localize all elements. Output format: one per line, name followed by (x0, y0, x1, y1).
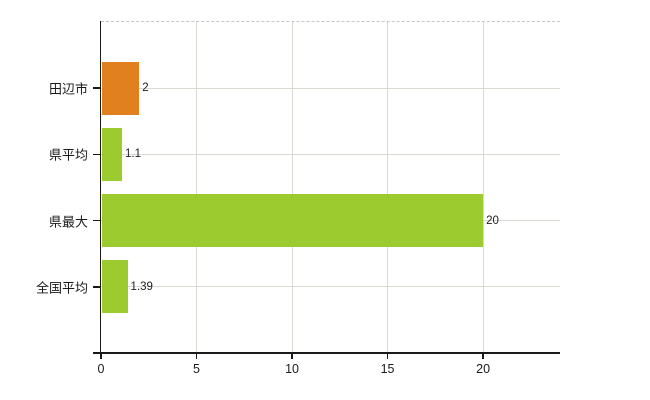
y-gridline (101, 286, 560, 288)
bar-value-label: 2 (142, 82, 149, 95)
category-tick (92, 286, 101, 288)
y-axis-line (99, 21, 101, 359)
x-tick-label: 0 (97, 362, 105, 376)
x-tick (482, 353, 484, 359)
x-tick (100, 353, 102, 359)
x-tick-label: 5 (193, 362, 200, 376)
x-tick-label: 15 (380, 362, 395, 376)
x-axis-line (92, 352, 560, 354)
category-tick (92, 87, 101, 89)
x-gridline (387, 22, 389, 353)
x-tick-label: 10 (285, 362, 299, 376)
bar-全国平均 (102, 260, 128, 314)
bar-県最大 (102, 194, 484, 248)
bar-田辺市 (102, 61, 140, 115)
bar-県平均 (102, 127, 122, 181)
x-gridline (482, 22, 484, 353)
y-gridline (101, 87, 560, 89)
x-tick (291, 353, 293, 359)
category-label: 県平均 (48, 147, 88, 163)
x-tick-label: 20 (476, 362, 491, 376)
x-tick (386, 353, 389, 359)
bar-value-label: 20 (486, 214, 499, 227)
plot-top-border (101, 21, 560, 22)
category-tick (92, 153, 101, 156)
x-gridline (196, 22, 198, 353)
category-tick (92, 219, 101, 222)
y-gridline (101, 153, 560, 155)
x-gridline (291, 22, 293, 353)
bar-value-label: 1.39 (130, 280, 153, 293)
bar-value-label: 1.1 (125, 148, 141, 161)
category-label: 田辺市 (48, 81, 88, 97)
category-label: 県最大 (48, 214, 88, 230)
category-label: 全国平均 (35, 280, 88, 296)
x-tick (195, 353, 198, 359)
